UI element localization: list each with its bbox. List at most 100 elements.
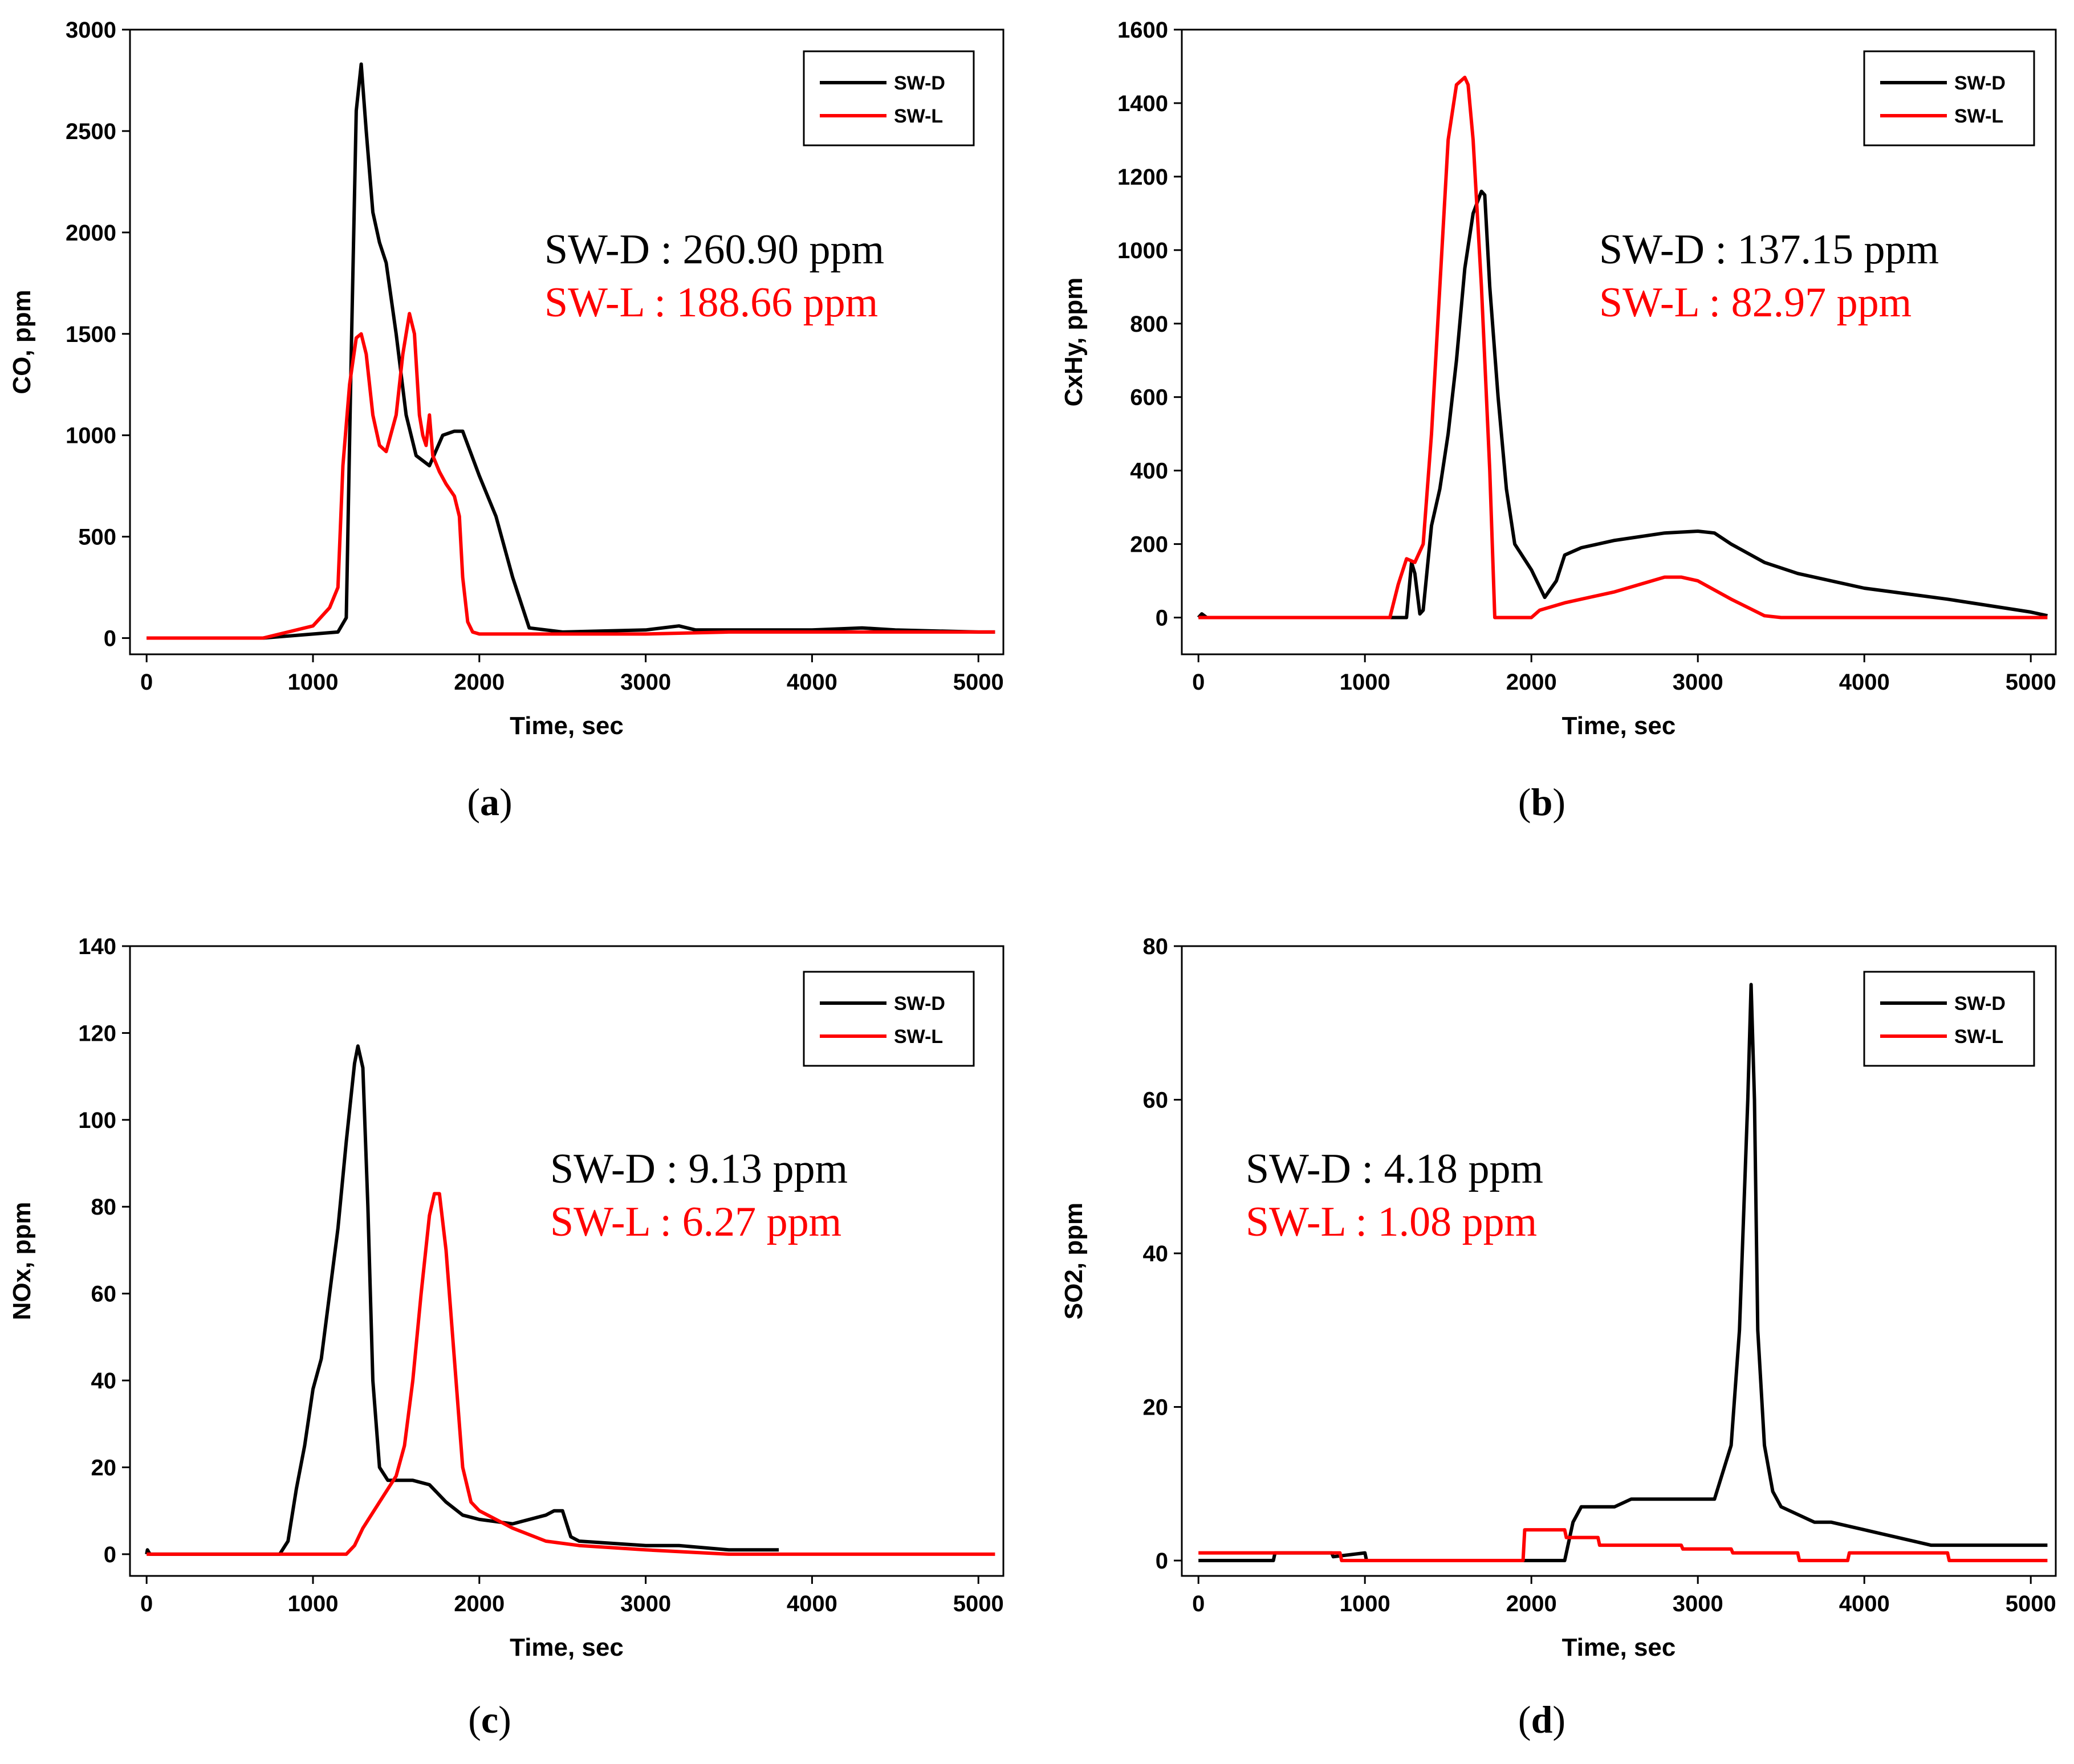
y-tick-label: 3000 xyxy=(66,18,116,43)
x-tick-label: 5000 xyxy=(953,1591,1004,1616)
y-tick-label: 0 xyxy=(1156,1549,1168,1574)
average-annotation: SW-L : 6.27 ppm xyxy=(550,1199,841,1245)
x-tick-label: 2000 xyxy=(454,670,505,695)
legend-box xyxy=(1863,50,2035,146)
panel-caption-letter: a xyxy=(480,780,499,824)
plot-frame xyxy=(129,28,1005,655)
y-tick-label: 40 xyxy=(91,1368,117,1394)
y-tick-label: 0 xyxy=(104,626,116,651)
y-axis-label: NOx, ppm xyxy=(8,1202,36,1321)
x-tick-label: 4000 xyxy=(1839,670,1890,695)
legend: SW-D SW-L xyxy=(1863,971,2035,1067)
panel-caption: (d) xyxy=(1518,1698,1565,1741)
y-tick-label: 40 xyxy=(1143,1241,1169,1266)
legend-label: SW-D xyxy=(1954,993,2006,1015)
y-tick-label: 1400 xyxy=(1117,91,1168,116)
x-tick-label: 3000 xyxy=(1673,1591,1723,1616)
series-line-sw-l xyxy=(147,1192,995,1556)
y-tick-label: 1600 xyxy=(1117,18,1168,43)
x-tick-label: 1000 xyxy=(1340,670,1390,695)
x-tick-label: 4000 xyxy=(1839,1591,1890,1616)
series-line-sw-d xyxy=(1197,189,2048,620)
y-axis-label: CO, ppm xyxy=(8,290,36,394)
series-line-sw-d xyxy=(1198,983,2048,1562)
y-tick-label: 140 xyxy=(78,934,116,959)
chart-d: 0 1000 2000 3000 4000 5000 0 20 40 60 80 Time, sec S… xyxy=(1060,934,2057,1741)
legend-box xyxy=(803,971,975,1067)
y-tick-label: 500 xyxy=(78,525,116,550)
series-line-sw-l xyxy=(147,312,995,640)
panel-caption: (a) xyxy=(467,780,512,824)
chart-a: 0 1000 2000 3000 4000 5000 0 500 1000 1500 2000 250… xyxy=(8,18,1005,824)
x-axis-label: Time, sec xyxy=(1562,712,1676,740)
panel-caption: (b) xyxy=(1518,780,1565,824)
legend-label: SW-L xyxy=(894,1026,943,1048)
plot-frame xyxy=(129,945,1005,1577)
legend-label: SW-D xyxy=(894,993,945,1015)
panel-caption-letter: d xyxy=(1531,1698,1553,1741)
average-annotation: SW-D : 4.18 ppm xyxy=(1246,1146,1543,1192)
y-tick-label: 0 xyxy=(104,1542,116,1567)
panel-caption-letter: b xyxy=(1531,780,1553,824)
average-annotation: SW-D : 260.90 ppm xyxy=(544,226,884,273)
x-tick-label: 0 xyxy=(1192,1591,1205,1616)
legend-label: SW-D xyxy=(894,72,945,94)
x-tick-label: 3000 xyxy=(620,1591,671,1616)
y-tick-label: 100 xyxy=(78,1108,116,1133)
y-tick-label: 600 xyxy=(1130,385,1168,410)
y-axis-label: CxHy, ppm xyxy=(1060,278,1088,407)
legend: SW-D SW-L xyxy=(803,50,975,146)
y-tick-label: 120 xyxy=(78,1021,116,1046)
average-annotation: SW-L : 188.66 ppm xyxy=(544,279,878,326)
plot-frame xyxy=(1181,28,2057,655)
legend-box xyxy=(1863,971,2035,1067)
chart-c: 0 1000 2000 3000 4000 5000 0 20 40 60 80 100 120 140 T… xyxy=(8,934,1005,1741)
legend: SW-D SW-L xyxy=(803,971,975,1067)
y-tick-label: 0 xyxy=(1156,606,1168,631)
x-tick-label: 0 xyxy=(1192,670,1205,695)
y-tick-label: 80 xyxy=(1143,934,1169,959)
y-tick-label: 1000 xyxy=(66,423,116,449)
series-line-sw-d xyxy=(147,62,995,640)
x-tick-label: 5000 xyxy=(953,670,1004,695)
y-tick-label: 60 xyxy=(91,1282,117,1307)
x-axis-label: Time, sec xyxy=(1562,1633,1676,1661)
y-tick-label: 1200 xyxy=(1117,165,1168,190)
x-tick-label: 3000 xyxy=(1673,670,1723,695)
series-line-sw-d xyxy=(145,1044,779,1556)
legend-label: SW-D xyxy=(1954,72,2006,94)
x-tick-label: 0 xyxy=(140,670,153,695)
y-tick-label: 2000 xyxy=(66,221,116,246)
x-tick-label: 1000 xyxy=(287,670,338,695)
plot-frame xyxy=(1181,945,2057,1577)
x-tick-label: 4000 xyxy=(787,670,837,695)
y-tick-label: 800 xyxy=(1130,312,1168,337)
x-tick-label: 3000 xyxy=(620,670,671,695)
y-axis-label: SO2, ppm xyxy=(1060,1203,1088,1319)
legend: SW-D SW-L xyxy=(1863,50,2035,146)
y-tick-label: 60 xyxy=(1143,1088,1169,1113)
x-tick-label: 2000 xyxy=(454,1591,505,1616)
y-tick-label: 1000 xyxy=(1117,238,1168,263)
chart-b: 0 1000 2000 3000 4000 5000 0 200 400 600 800 1000 12… xyxy=(1060,18,2057,824)
y-tick-label: 2500 xyxy=(66,119,116,144)
legend-label: SW-L xyxy=(1954,105,2003,127)
series-line-sw-l xyxy=(1198,1528,2048,1562)
average-annotation: SW-D : 9.13 ppm xyxy=(550,1146,848,1192)
x-tick-label: 0 xyxy=(140,1591,153,1616)
x-tick-label: 2000 xyxy=(1506,670,1557,695)
average-annotation: SW-L : 82.97 ppm xyxy=(1599,279,1912,326)
y-tick-label: 20 xyxy=(91,1455,117,1480)
legend-label: SW-L xyxy=(1954,1026,2003,1048)
x-tick-label: 4000 xyxy=(787,1591,837,1616)
legend-box xyxy=(803,50,975,146)
legend-label: SW-L xyxy=(894,105,943,127)
series-line-sw-l xyxy=(1198,75,2048,620)
panel-caption: (c) xyxy=(468,1698,511,1741)
x-axis-label: Time, sec xyxy=(510,712,624,740)
x-tick-label: 5000 xyxy=(2006,1591,2056,1616)
y-tick-label: 80 xyxy=(91,1195,117,1220)
y-tick-label: 20 xyxy=(1143,1395,1169,1420)
x-axis-label: Time, sec xyxy=(510,1633,624,1661)
